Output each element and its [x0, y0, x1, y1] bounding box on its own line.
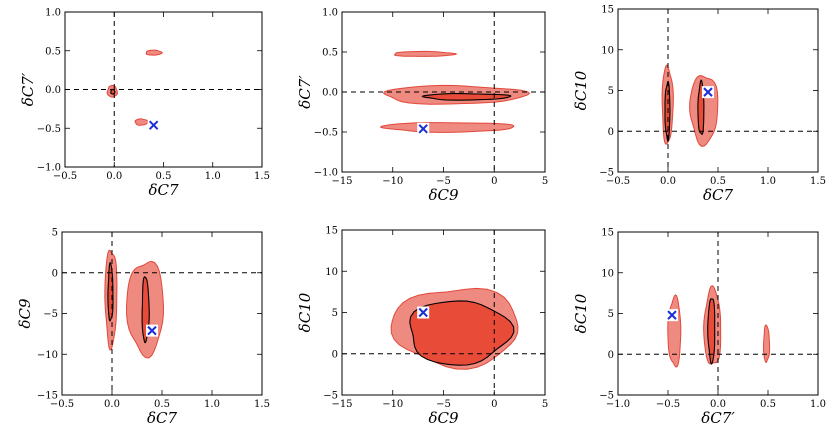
y-tick-label: −15	[37, 391, 58, 402]
y-axis-label: δC10	[572, 293, 590, 333]
x-tick-label: 0	[491, 176, 497, 187]
x-tick-label: −10	[382, 176, 403, 187]
inner-region	[707, 298, 716, 365]
x-tick-label: −1.0	[606, 399, 630, 410]
x-tick-label: 5	[542, 176, 548, 187]
y-tick-label: 10	[601, 45, 614, 56]
y-tick-label: 1.0	[45, 8, 61, 19]
y-tick-label: −0.5	[37, 124, 61, 135]
panel-bottom-left: −0.5 0.0 0.5 1.0 1.5 −15 −10 −5 0 5 δC7 δC9	[16, 228, 270, 428]
y-tick-label: 15	[601, 5, 614, 16]
inner-region	[409, 300, 515, 366]
sm-point-marker	[417, 306, 430, 319]
x-tick-label: −0.5	[53, 171, 77, 182]
outer-region	[393, 50, 458, 57]
x-tick-label: −5	[436, 176, 451, 187]
y-tick-label: −5	[323, 391, 338, 402]
x-tick-label: −0.5	[656, 399, 680, 410]
y-tick-label: 0.5	[322, 48, 338, 59]
x-tick-label: −15	[331, 176, 352, 187]
panel-bottom-right: −1.0 −0.5 0.0 0.5 1.0 −5 0 5 10 15 δC7′ δC10	[572, 228, 826, 428]
x-tick-label: 1.5	[254, 399, 270, 410]
panel-top-middle: −15 −10 −5 0 5 −1.0 −0.5 0.0 0.5 1.0 δC9 δC7′	[296, 8, 548, 205]
y-tick-label: 15	[601, 228, 614, 239]
x-axis-label: δC7	[703, 186, 734, 204]
y-tick-label: 0	[52, 268, 58, 279]
x-tick-label: −10	[382, 399, 403, 410]
panel-top-right: −0.5 0.0 0.5 1.0 1.5 −5 0 5 10 15 δC7 δC10	[572, 5, 826, 205]
y-tick-label: 0	[608, 127, 614, 138]
sm-point-marker	[666, 309, 678, 322]
x-axis-label: δC9	[428, 409, 459, 427]
x-axis-label: δC7′	[701, 409, 735, 427]
outer-region	[379, 122, 515, 133]
y-tick-label: −5	[43, 309, 58, 320]
y-tick-label: 10	[601, 268, 614, 279]
x-tick-label: −15	[331, 399, 352, 410]
inner-region	[421, 93, 512, 101]
x-tick-label: 0.0	[104, 399, 120, 410]
x-axis-label: δC7	[148, 181, 179, 199]
y-tick-label: −0.5	[314, 128, 338, 139]
x-tick-label: 0.5	[760, 399, 776, 410]
y-axis-label: δC7′	[19, 72, 37, 106]
y-tick-label: 0.5	[45, 46, 61, 57]
panel-bottom-middle: −15 −10 −5 0 5 −5 0 5 10 15 δC9 δC10	[296, 226, 548, 428]
x-tick-label: −0.5	[50, 399, 74, 410]
y-tick-label: 15	[325, 226, 338, 237]
x-tick-label: 1.0	[810, 399, 826, 410]
sm-point-marker	[147, 119, 160, 132]
y-axis-label: δC10	[572, 70, 590, 110]
y-tick-label: −5	[599, 391, 614, 402]
y-tick-label: 5	[52, 228, 58, 239]
outer-region	[145, 49, 163, 56]
sm-point-marker	[702, 86, 714, 99]
x-tick-label: −0.5	[606, 176, 630, 187]
x-tick-label: 0.0	[710, 399, 726, 410]
sm-point-marker	[146, 324, 158, 337]
x-tick-label: 1.5	[810, 176, 826, 187]
x-tick-label: 0.0	[660, 176, 676, 187]
x-axis-label: δC7	[147, 409, 178, 427]
x-tick-label: 5	[542, 399, 548, 410]
y-tick-label: 0.0	[45, 85, 61, 96]
y-tick-label: 5	[608, 309, 614, 320]
y-tick-label: −5	[599, 168, 614, 179]
plot-frame	[617, 8, 819, 173]
x-tick-label: 0.5	[156, 171, 172, 182]
x-tick-label: 1.0	[205, 171, 221, 182]
y-tick-label: 0	[608, 350, 614, 361]
y-tick-label: 5	[332, 308, 338, 319]
y-tick-label: 10	[325, 267, 338, 278]
x-tick-label: 1.5	[254, 171, 270, 182]
y-axis-label: δC10	[296, 292, 314, 332]
x-tick-label: 0.5	[154, 399, 170, 410]
y-tick-label: 5	[608, 86, 614, 97]
x-tick-label: 1.0	[760, 176, 776, 187]
x-tick-label: 0.5	[710, 176, 726, 187]
y-tick-label: 1.0	[322, 8, 338, 19]
y-axis-label: δC7′	[296, 75, 314, 109]
x-tick-label: 1.0	[204, 399, 220, 410]
y-tick-label: 0	[332, 349, 338, 360]
y-axis-label: δC9	[16, 298, 34, 329]
y-tick-label: −1.0	[37, 163, 61, 174]
y-tick-label: 0.0	[322, 88, 338, 99]
sm-point-marker	[417, 122, 430, 135]
x-tick-label: 0	[491, 399, 497, 410]
outer-region	[667, 294, 682, 368]
y-tick-label: −1.0	[314, 168, 338, 179]
outer-region	[763, 324, 771, 364]
x-tick-label: 0.0	[106, 171, 122, 182]
x-tick-label: −5	[436, 399, 451, 410]
outer-region	[134, 118, 149, 126]
y-tick-label: −10	[37, 350, 58, 361]
x-axis-label: δC9	[428, 186, 459, 204]
